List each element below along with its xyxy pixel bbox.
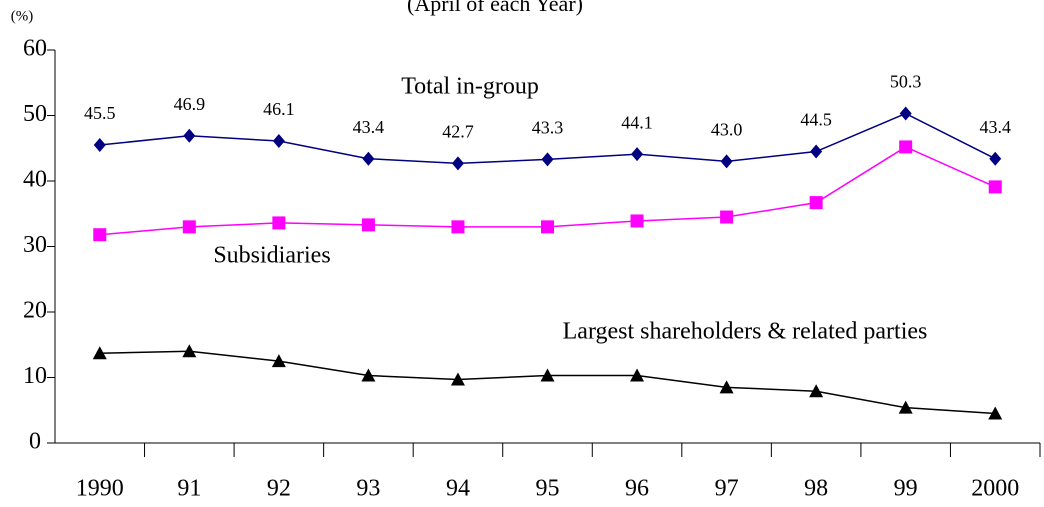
marker — [451, 220, 465, 234]
marker — [92, 346, 107, 360]
y-tick-label: 50 — [23, 101, 47, 127]
marker — [271, 354, 286, 368]
marker — [541, 220, 554, 234]
x-tick-label: 99 — [894, 476, 918, 502]
value-label: 50.3 — [890, 72, 922, 92]
marker — [809, 384, 824, 398]
y-tick-label: 30 — [23, 232, 47, 258]
x-tick-label: 94 — [446, 476, 470, 502]
x-tick-label: 95 — [536, 476, 560, 502]
x-tick-label: 2000 — [971, 476, 1019, 502]
series-line — [99, 350, 996, 415]
marker — [720, 154, 733, 169]
marker — [809, 196, 823, 210]
series-label: Subsidiaries — [213, 243, 330, 269]
x-tick-label: 91 — [177, 476, 201, 502]
marker — [93, 137, 106, 152]
value-label: 46.9 — [174, 94, 206, 114]
marker — [631, 147, 644, 162]
marker — [898, 400, 913, 414]
marker — [540, 368, 555, 382]
chart-subtitle: (April of each Year) — [407, 0, 583, 16]
marker — [182, 344, 197, 358]
x-tick-label: 97 — [715, 476, 739, 502]
marker — [93, 228, 107, 242]
marker — [988, 406, 1003, 420]
x-tick-label: 92 — [267, 476, 291, 502]
marker — [899, 106, 912, 121]
value-label: 43.3 — [532, 118, 564, 138]
marker — [899, 140, 913, 154]
y-tick-label: 10 — [23, 363, 47, 389]
x-tick-label: 1990 — [76, 476, 124, 502]
value-label: 42.7 — [442, 121, 474, 141]
value-label: 43.0 — [711, 119, 743, 139]
marker — [272, 216, 286, 230]
marker — [450, 372, 465, 386]
marker — [361, 368, 376, 382]
marker — [183, 128, 196, 143]
marker — [182, 220, 196, 234]
marker — [630, 214, 644, 228]
marker — [541, 152, 554, 167]
value-label: 45.5 — [84, 103, 116, 123]
series-label: Largest shareholders & related parties — [563, 319, 928, 345]
marker — [630, 368, 645, 382]
y-tick-label: 0 — [29, 429, 41, 455]
marker — [361, 218, 375, 232]
x-tick-label: 93 — [356, 476, 380, 502]
y-tick-label: 20 — [23, 298, 47, 324]
marker — [810, 144, 823, 159]
y-unit: (%) — [11, 8, 34, 24]
series-label: Total in-group — [401, 74, 539, 100]
x-tick-label: 98 — [804, 476, 828, 502]
value-label: 43.4 — [979, 117, 1011, 137]
value-label: 46.1 — [263, 99, 295, 119]
marker — [451, 156, 464, 171]
marker — [720, 210, 734, 224]
marker — [988, 180, 1002, 194]
x-tick-label: 96 — [625, 476, 649, 502]
y-tick-label: 40 — [23, 167, 47, 193]
y-tick-label: 60 — [23, 36, 47, 62]
marker — [272, 134, 285, 149]
value-label: 44.1 — [621, 112, 653, 132]
marker — [989, 151, 1002, 166]
value-label: 44.5 — [800, 110, 832, 130]
marker — [719, 380, 734, 394]
value-label: 43.4 — [353, 117, 385, 137]
marker — [362, 151, 375, 166]
